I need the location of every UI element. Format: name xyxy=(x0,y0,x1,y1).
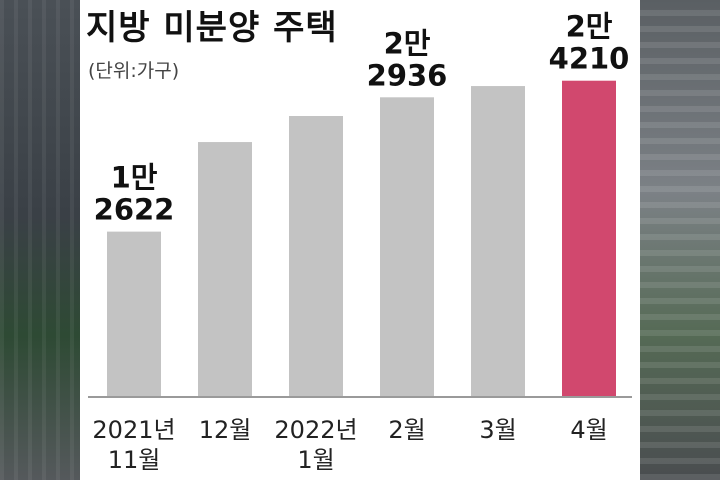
data-label: 2만 2936 xyxy=(367,26,448,92)
data-label: 2만 4210 xyxy=(549,10,630,76)
x-tick-label: 4월 xyxy=(570,416,607,444)
x-tick-label: 2022년 1월 xyxy=(274,416,357,474)
bar xyxy=(380,97,434,396)
unit-label: (단위:가구) xyxy=(88,60,180,82)
bar xyxy=(289,116,343,396)
bar xyxy=(107,231,161,396)
chart-title: 지방 미분양 주택 xyxy=(86,8,338,48)
x-tick-label: 2021년 11월 xyxy=(92,416,175,474)
bar xyxy=(198,142,252,396)
chart-card: 지방 미분양 주택 (단위:가구) 1만 2622 2021년 11월 12월 2022년… xyxy=(80,0,640,480)
bar xyxy=(471,86,525,396)
background-photo-right xyxy=(640,0,720,480)
bar xyxy=(562,80,616,397)
bar-chart: 1만 2622 2021년 11월 12월 2022년 1월 2만 2936 2월 3월 2만 4210… xyxy=(88,10,632,474)
x-tick-label: 3월 xyxy=(479,416,516,444)
data-label: 1만 2622 xyxy=(94,161,175,227)
background-photo-left xyxy=(0,0,80,480)
x-tick-label: 12월 xyxy=(199,416,252,444)
x-tick-label: 2월 xyxy=(388,416,425,444)
